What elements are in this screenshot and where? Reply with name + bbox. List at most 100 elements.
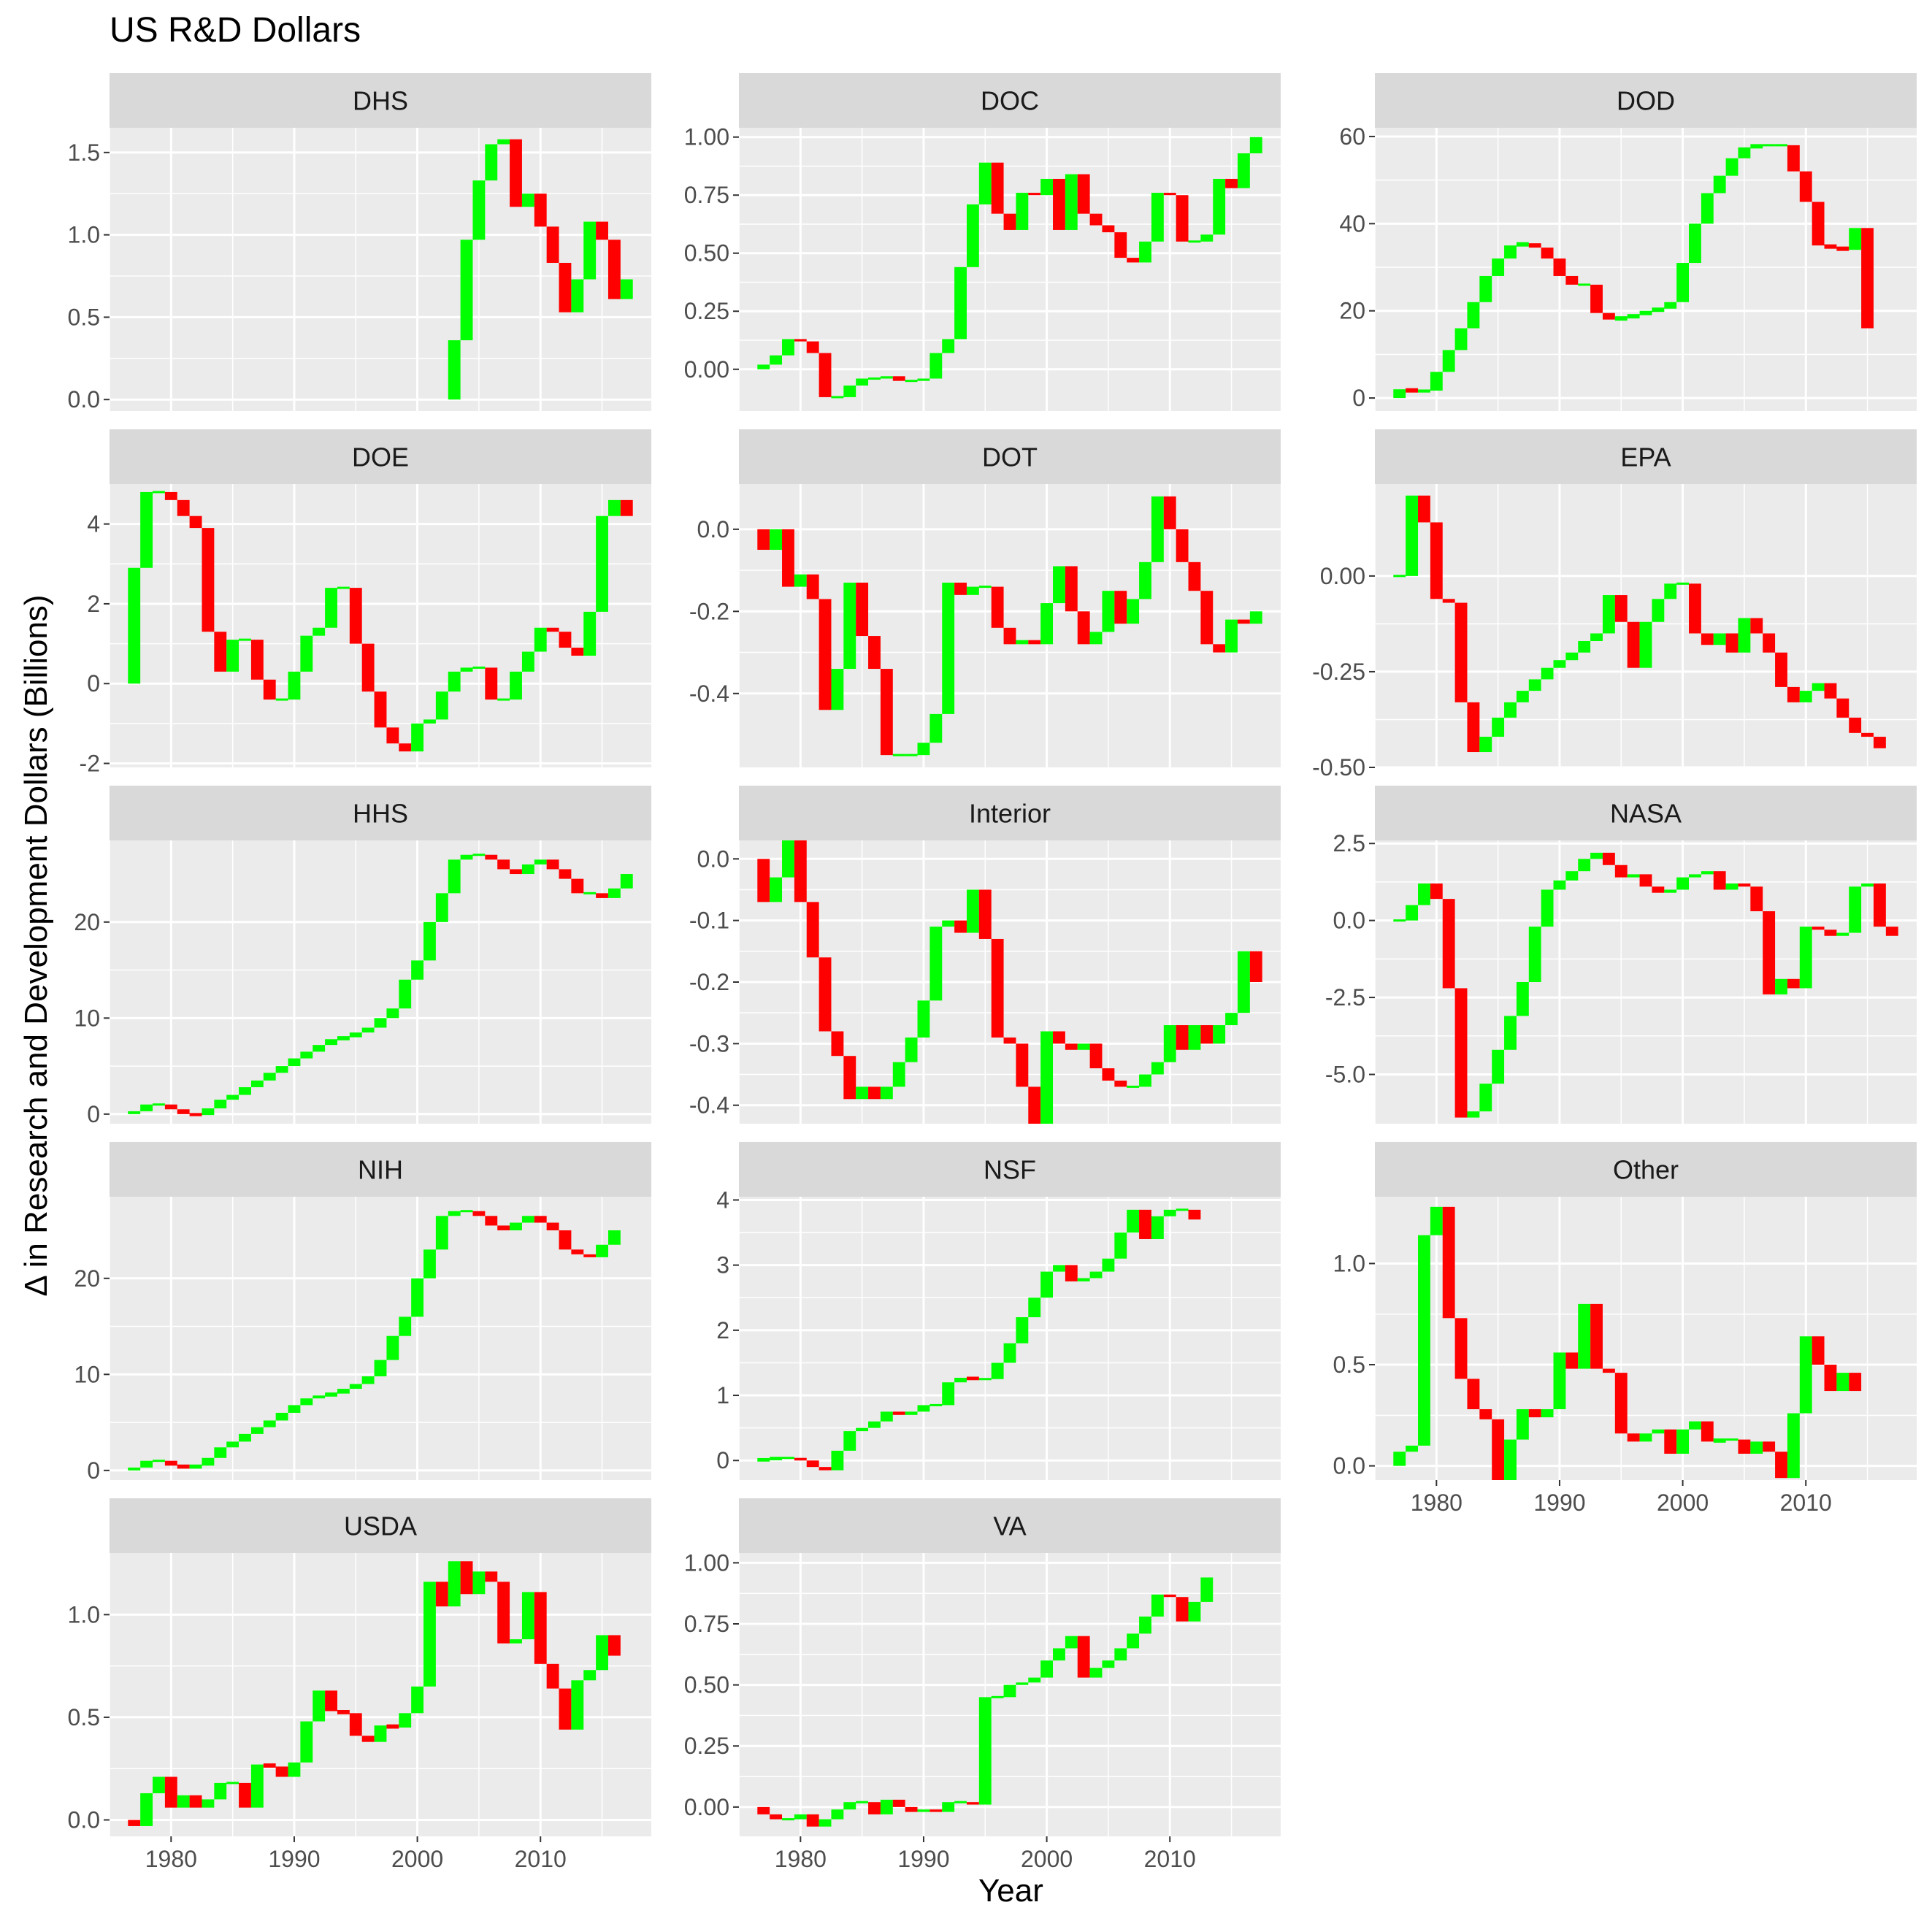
bar-1984 [1479,737,1492,753]
bar-2015 [596,515,608,612]
bar-1989 [905,1037,918,1062]
bar-1983 [202,1457,215,1466]
bar-1993 [954,920,967,933]
y-tick-label: 0.0 [68,1807,100,1833]
bar-1983 [1467,702,1480,753]
bar-2013 [1200,234,1214,242]
bar-1982 [189,515,202,529]
y-tick-label: 0.25 [684,298,729,324]
bar-2000 [1040,1031,1054,1124]
x-tick-label: 2010 [515,1846,567,1872]
bar-1987 [880,1799,893,1814]
bar-2012 [559,869,572,879]
chart-title: US R&D Dollars [110,11,361,50]
bar-2008 [1139,1209,1151,1239]
bar-1992 [313,1045,326,1052]
bar-2000 [411,723,424,752]
bar-1990 [917,743,930,756]
facet-strip [739,1498,1281,1553]
bar-2013 [1200,1025,1214,1044]
bar-2009 [1787,686,1800,702]
bar-1984 [214,1782,227,1800]
bar-2012 [1188,1209,1201,1220]
bar-2008 [510,1222,522,1231]
bar-1997 [374,1360,387,1376]
bar-2007 [1127,1633,1140,1649]
bar-2001 [423,719,436,724]
y-tick-label: -0.4 [689,1092,729,1119]
bar-2001 [1053,1648,1065,1661]
bar-2011 [1812,202,1825,246]
bar-1978 [770,529,783,550]
bar-1982 [1454,602,1468,702]
bar-2009 [521,651,534,672]
bar-2010 [534,1216,547,1223]
y-tick-label: -0.4 [689,681,729,707]
facet-strip [739,429,1281,484]
bar-1986 [239,1782,251,1808]
bar-1993 [1590,1303,1603,1369]
bar-1997 [1003,1684,1016,1698]
bar-1981 [177,499,190,516]
bar-2004 [1725,158,1739,176]
bar-2004 [1089,1271,1103,1279]
bar-1981 [1442,599,1455,603]
y-tick-label: 0.50 [684,1672,729,1698]
bar-2006 [1114,1080,1127,1087]
bar-2010 [1799,171,1812,202]
bar-2009 [1787,145,1800,172]
bar-1988 [263,1420,276,1427]
facet-strip-label: NIH [358,1155,403,1185]
bar-1987 [250,1764,264,1808]
y-tick-label: 60 [1339,123,1365,150]
y-tick-label: 0.0 [697,516,729,543]
bar-1992 [942,920,955,927]
bar-1980 [794,1457,807,1461]
bar-2017 [620,279,633,299]
y-tick-label: -5.0 [1325,1062,1365,1088]
bar-2008 [1139,561,1151,599]
bar-1989 [905,380,918,383]
bar-1991 [1565,871,1579,881]
bar-1988 [1528,243,1541,248]
bar-2008 [1139,1074,1151,1087]
bar-1989 [1541,889,1554,927]
bar-1992 [313,1395,326,1399]
facet-strip [1375,1142,1917,1197]
bar-2009 [521,1592,534,1640]
bar-1989 [905,754,918,756]
bar-2016 [607,239,621,299]
bar-2000 [1040,1660,1054,1678]
facet-nasa: NASA -5.0 -2.5 0.0 2.5 [1325,786,1917,1124]
bar-1999 [399,979,412,1009]
bar-1989 [1541,667,1554,680]
bar-1978 [140,491,153,568]
bar-1998 [1652,1429,1665,1434]
bar-1984 [843,1802,856,1810]
bar-1994 [1602,1368,1615,1373]
bar-1996 [991,162,1004,214]
bar-1986 [868,377,881,380]
bar-1981 [1442,350,1455,372]
bar-1978 [770,1814,783,1820]
bar-2016 [607,1230,621,1245]
bar-1984 [214,1447,227,1458]
bar-1978 [1406,388,1419,393]
facet-nsf: NSF 0 1 2 3 4 [716,1142,1281,1480]
bar-2009 [1151,1594,1164,1617]
bar-1983 [831,1031,844,1057]
facet-dod: DOD 0 20 40 60 [1339,73,1917,411]
y-tick-label: 0.75 [684,1611,729,1637]
facet-nih: NIH 0 10 20 [74,1142,651,1484]
bar-2001 [423,1582,436,1687]
bar-1984 [843,386,856,397]
y-tick-label: 0.00 [684,1794,729,1820]
bar-1982 [819,1467,832,1471]
bar-2006 [1750,144,1763,149]
y-tick-label: 3 [716,1252,729,1279]
bar-1986 [1504,1016,1517,1050]
y-tick-label: -0.1 [689,908,729,934]
bar-2003 [1077,1043,1090,1050]
bar-2013 [571,279,584,313]
